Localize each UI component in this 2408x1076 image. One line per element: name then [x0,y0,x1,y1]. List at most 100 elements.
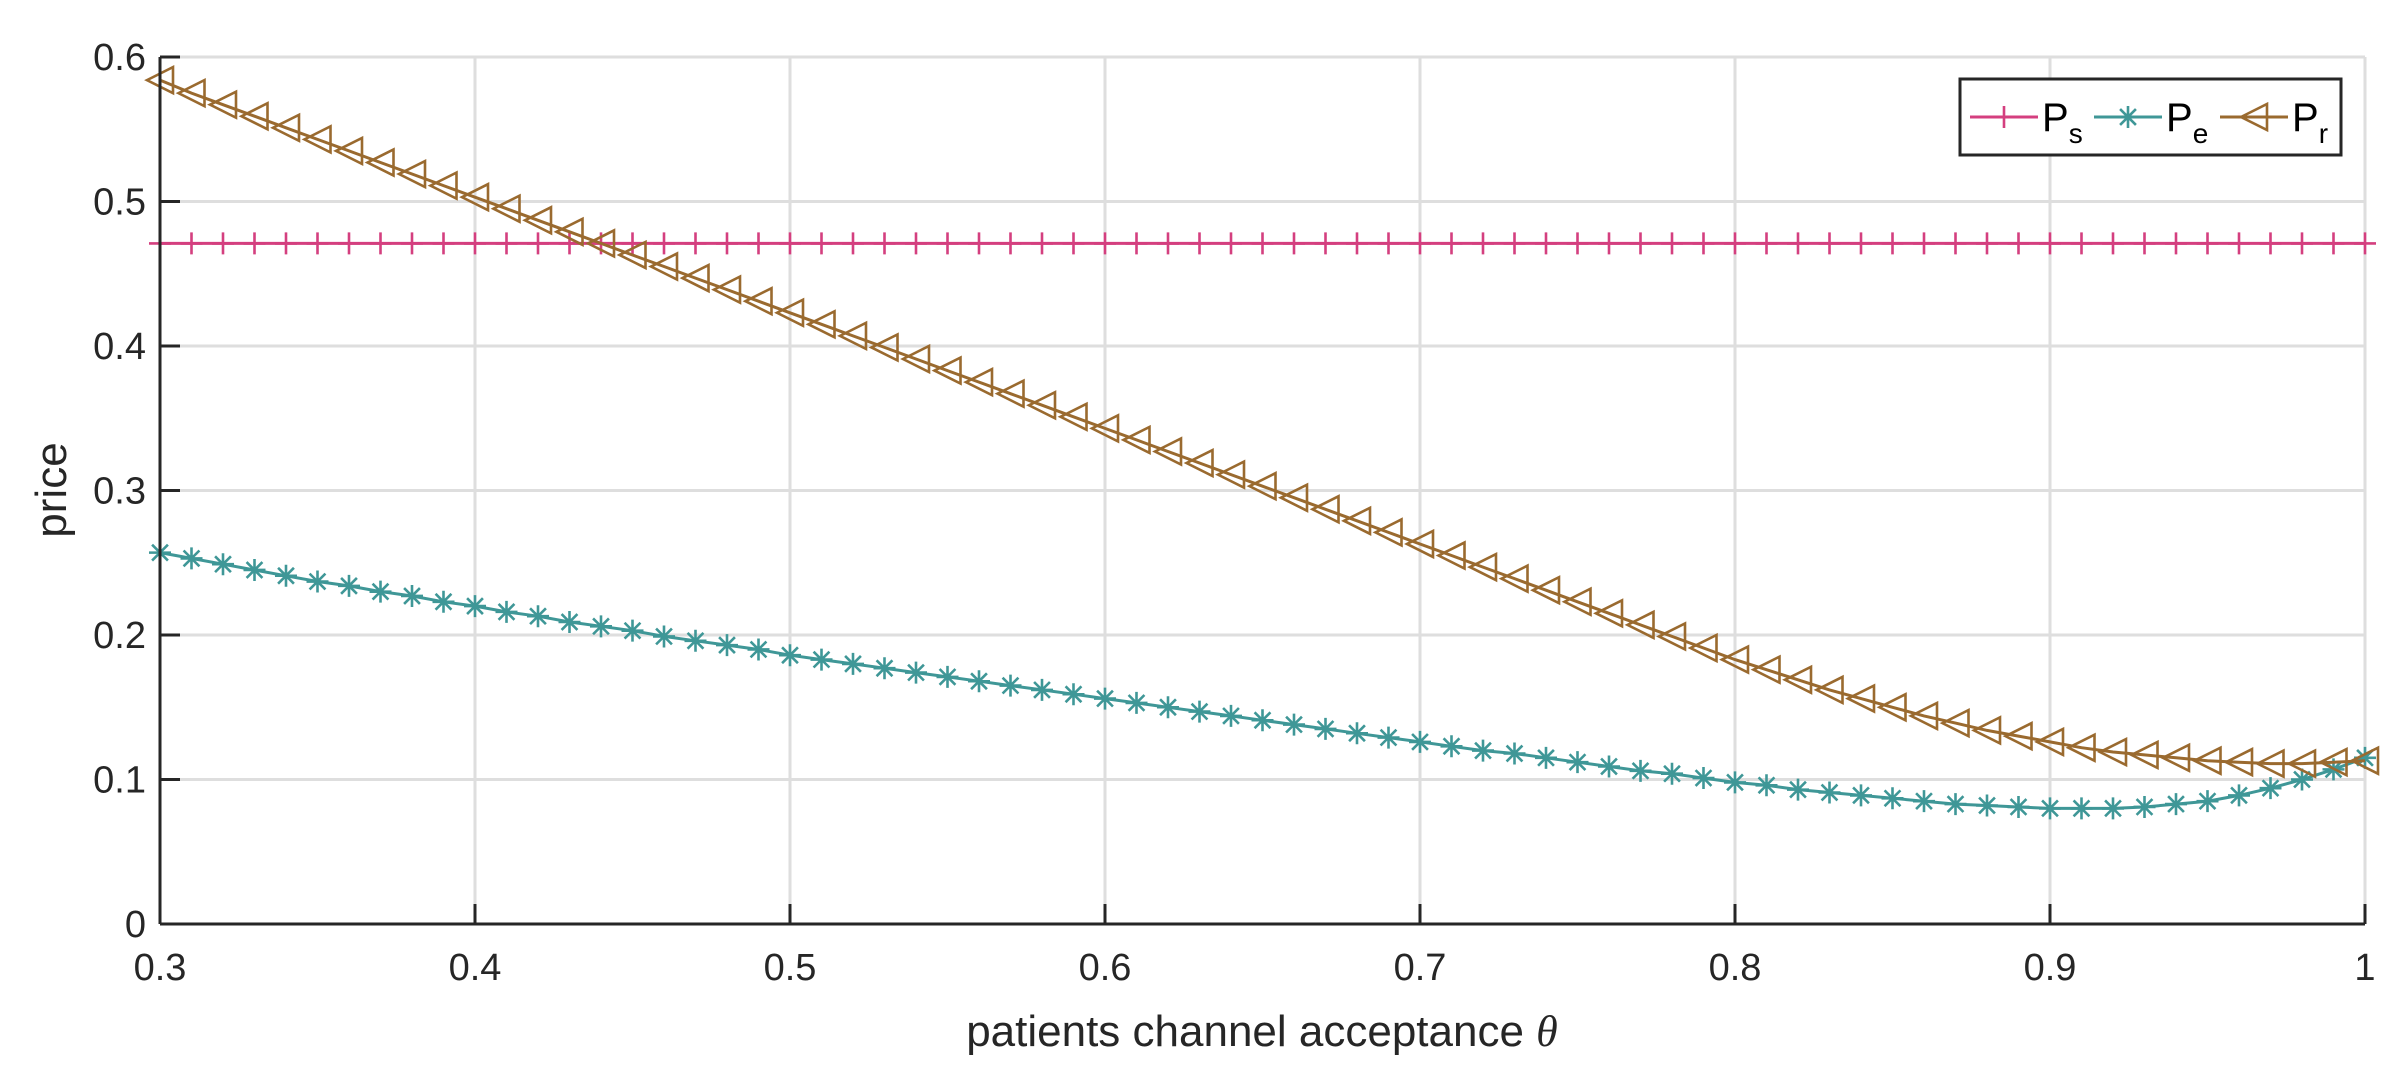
data-point-e [1440,735,1463,758]
data-point-s [180,232,203,255]
data-point-r [2254,748,2285,779]
data-point-e [747,638,770,661]
legend-marker-e [2117,106,2139,128]
data-point-r [1971,715,2002,746]
data-point-r [301,124,332,155]
data-point-s [873,232,896,255]
data-point-e [369,580,392,603]
data-point-r [742,286,773,317]
x-axis-label: patients channel acceptance θ [966,1007,1558,1056]
legend-entry-e: Pe [2094,96,2208,149]
data-point-s [401,232,423,255]
data-point-r [522,205,553,236]
data-point-r [1845,683,1876,714]
data-point-r [648,251,679,282]
data-point-r [774,297,805,328]
data-point-s [1913,232,1935,255]
data-point-e [873,657,896,680]
legend-marker-s [1993,106,2015,128]
data-point-s [275,232,297,255]
x-tick-label: 0.7 [1394,947,1447,989]
data-point-r [553,216,584,247]
data-point-r [1183,447,1214,479]
data-point-e [2354,746,2376,769]
data-point-e [1157,696,1179,719]
data-point-r [459,182,490,213]
data-point-e [1724,771,1746,794]
data-point-r [805,309,836,340]
data-point-r [1593,598,1624,629]
data-point-r [837,320,868,351]
data-point-e [684,629,707,652]
data-point-e [842,652,864,675]
y-tick-label: 0 [125,904,146,946]
data-point-e [905,661,927,684]
x-tick-label: 0.6 [1079,947,1132,989]
data-point-r [1120,424,1151,456]
data-point-s [1755,232,1778,255]
data-point-r [2034,726,2065,758]
data-point-s [1125,232,1148,255]
data-point-s [1881,232,1904,255]
data-point-e [968,670,990,693]
x-tick-label: 0.9 [2024,947,2077,989]
data-point-s [2165,232,2187,255]
data-point-s [968,232,990,255]
x-tick-label: 0.4 [449,947,502,989]
x-ticks: 0.3 0.4 0.5 0.6 0.7 0.8 0.9 1 [134,904,2376,989]
data-point-s [1409,232,1431,255]
data-point-r [1530,575,1561,606]
data-point-s [1220,232,1242,255]
data-point-r [1656,621,1687,652]
data-point-r [2191,745,2222,776]
data-point-e [936,665,959,688]
series-r [144,65,2380,779]
data-point-e [338,574,360,597]
data-point-s [432,232,455,255]
data-point-s [369,232,392,255]
data-point-r [1467,551,1498,583]
data-point-r [2286,748,2317,779]
data-point-s [464,232,486,255]
data-point-r [1404,528,1435,560]
data-point-r [1939,708,1970,739]
data-point-r [1309,494,1340,525]
data-point-s [2228,232,2250,255]
data-point-s [1094,232,1116,255]
data-point-e [1346,722,1368,745]
data-point-e [1535,746,1557,769]
data-point-s [1724,232,1746,255]
data-point-e [1692,767,1715,790]
data-point-s [936,232,959,255]
data-point-r [333,135,364,167]
data-point-s [999,232,1022,255]
data-point-s [1314,232,1337,255]
data-point-r [2317,747,2348,778]
data-point-s [2196,232,2219,255]
data-point-e [2039,797,2061,820]
data-point-e [306,570,329,593]
data-point-e [2007,795,2030,818]
data-point-s [1535,232,1557,255]
data-point-s [779,232,801,255]
data-point-r [1278,482,1309,513]
data-point-s [1031,232,1053,255]
data-point-s [1944,232,1967,255]
data-point-s [1787,232,1809,255]
y-tick-label: 0.1 [93,760,146,802]
data-point-r [1719,644,1750,675]
data-point-e [464,595,486,618]
data-point-e [1787,778,1809,801]
data-point-e [1031,678,1053,701]
data-point-s [495,232,518,255]
legend-entry-s: Ps [1970,96,2083,149]
legend-entry-r: Pr [2220,96,2328,149]
data-point-s [2354,232,2376,255]
data-point-s [842,232,864,255]
data-point-e [401,584,423,607]
data-point-e [1062,683,1085,706]
data-point-r [1782,664,1813,695]
data-point-s [1629,232,1652,255]
data-point-r [1876,692,1907,723]
data-point-s [716,232,738,255]
